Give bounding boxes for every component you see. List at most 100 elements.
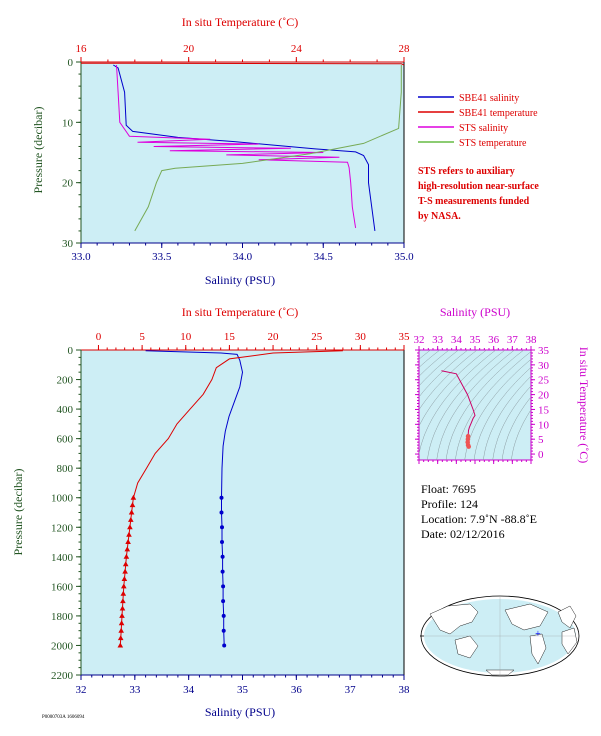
bottom-series xyxy=(117,350,343,648)
ts-salinity-axis-title: Salinity (PSU) xyxy=(440,305,510,319)
top-sts-temperature-line xyxy=(134,65,402,232)
float-location-marker: + xyxy=(535,629,541,640)
ts-salinity-tick-label: 34 xyxy=(451,334,463,346)
bottom-pressure-tick-label: 800 xyxy=(57,463,74,475)
salinity-marker xyxy=(222,643,227,648)
bottom-temperature-tick-label: 10 xyxy=(180,331,192,343)
bottom-salinity-tick-label: 33 xyxy=(129,684,141,696)
sts-note: STS refers to auxiliary high-resolution … xyxy=(418,166,539,222)
date: Date: 02/12/2016 xyxy=(421,527,505,541)
top-temperature-tick-label: 16 xyxy=(76,43,88,55)
top-temperature-tick-label: 28 xyxy=(399,43,411,55)
top-salinity-tick-label: 33.0 xyxy=(71,251,91,263)
bottom-salinity-tick-label: 35 xyxy=(237,684,249,696)
isopycnal-curve xyxy=(419,350,478,411)
top-pressure-tick-label: 30 xyxy=(62,238,74,250)
bottom-temperature-tick-label: 20 xyxy=(268,331,280,343)
isopycnal-curve xyxy=(427,350,506,460)
top-series xyxy=(80,62,405,232)
top-temperature-axis-title: In situ Temperature (˚C) xyxy=(182,15,299,29)
note-line: by NASA. xyxy=(418,211,461,222)
temperature-marker xyxy=(127,524,133,530)
ts-temperature-tick-label: 30 xyxy=(538,360,550,372)
salinity-marker xyxy=(221,613,226,618)
salinity-marker xyxy=(219,495,224,500)
ts-series xyxy=(441,370,476,449)
footer-code: P0000703A 1606094 xyxy=(42,715,85,720)
ts-isopycnals xyxy=(419,350,531,460)
isopycnal-curve xyxy=(511,409,531,460)
legend: SBE41 salinity SBE41 temperature STS sal… xyxy=(418,93,538,149)
temperature-marker xyxy=(120,598,126,604)
salinity-marker xyxy=(220,554,225,559)
bottom-temperature-tick-label: 35 xyxy=(399,331,411,343)
ts-salinity-tick-label: 32 xyxy=(414,334,425,346)
bottom-temperature-axis-title: In situ Temperature (˚C) xyxy=(182,305,299,319)
bottom-pressure-tick-label: 1200 xyxy=(51,522,74,534)
isopycnal-curve xyxy=(419,350,468,398)
ts-temperature-tick-label: 25 xyxy=(538,375,550,387)
temperature-marker xyxy=(119,605,126,611)
top-salinity-tick-label: 34.0 xyxy=(233,251,253,263)
temperature-marker xyxy=(120,590,127,596)
temperature-marker xyxy=(121,583,127,589)
map-land-south-america xyxy=(529,633,547,665)
bottom-pressure-tick-label: 2000 xyxy=(51,640,74,652)
top-temperature-tick-label: 20 xyxy=(183,43,195,55)
isopycnal-curve xyxy=(473,367,531,460)
top-sbe-salinity-line xyxy=(113,64,376,231)
bottom-pressure-tick-label: 2200 xyxy=(51,670,74,682)
bottom-temperature-tick-label: 30 xyxy=(355,331,367,343)
bottom-salinity-tick-label: 37 xyxy=(345,684,357,696)
salinity-marker xyxy=(221,599,226,604)
top-pressure-axis-title: Pressure (decibar) xyxy=(31,107,45,194)
ts-deep-marker xyxy=(466,444,472,449)
isopycnal-curve xyxy=(436,350,515,460)
top-sbe-temperature-line xyxy=(80,62,405,66)
temperature-marker xyxy=(126,531,132,537)
top-temperature-tick-label: 24 xyxy=(291,43,303,55)
isopycnal-curve xyxy=(419,350,450,377)
ts-inset: 32 33 34 35 36 37 38 0 5 10 15 20 25 30 35 Salinity (P… xyxy=(414,305,591,464)
top-plot-area xyxy=(80,61,405,244)
ts-isopycnal-lines xyxy=(419,350,531,460)
legend-label-sts-salinity: STS salinity xyxy=(459,123,508,134)
bottom-plot: 0200400600800100012001400160018002000220… xyxy=(11,305,410,719)
ts-salinity-tick-label: 36 xyxy=(488,334,500,346)
map-landmasses xyxy=(429,603,578,676)
map-land-australia xyxy=(454,635,479,659)
salinity-marker xyxy=(221,584,226,589)
temperature-marker xyxy=(119,612,125,618)
temperature-marker xyxy=(122,568,128,574)
ts-temperature-tick-label: 20 xyxy=(538,390,550,402)
bottom-plot-area xyxy=(80,349,405,676)
isopycnal-curve xyxy=(492,385,531,460)
temperature-marker xyxy=(122,561,129,567)
temperature-marker xyxy=(118,627,124,633)
bottom-pressure-tick-label: 1400 xyxy=(51,552,74,564)
bottom-ticks: 0200400600800100012001400160018002000220… xyxy=(51,331,410,696)
bottom-salinity-tick-label: 36 xyxy=(291,684,303,696)
temperature-marker xyxy=(128,516,134,522)
bottom-temperature-tick-label: 5 xyxy=(139,331,145,343)
note-line: high-resolution near-surface xyxy=(418,181,539,192)
map-grid xyxy=(424,596,576,676)
bottom-salinity-tick-label: 34 xyxy=(183,684,195,696)
bottom-pressure-tick-label: 200 xyxy=(57,375,74,387)
top-sts-salinity-line xyxy=(116,64,357,228)
float-id: Float: 7695 xyxy=(421,482,476,496)
bottom-salinity-tick-label: 38 xyxy=(399,684,411,696)
temperature-marker xyxy=(129,502,136,508)
temperature-marker xyxy=(117,642,124,648)
salinity-marker xyxy=(220,569,225,574)
bottom-temperature-tick-label: 0 xyxy=(96,331,102,343)
ts-temperature-tick-label: 15 xyxy=(538,404,550,416)
ts-temperature-tick-label: 0 xyxy=(538,449,544,461)
temperature-marker xyxy=(130,494,137,500)
bottom-salinity-tick-label: 32 xyxy=(76,684,87,696)
profile-number: Profile: 124 xyxy=(421,497,478,511)
temperature-marker xyxy=(125,539,131,544)
isopycnal-curve xyxy=(419,350,459,387)
